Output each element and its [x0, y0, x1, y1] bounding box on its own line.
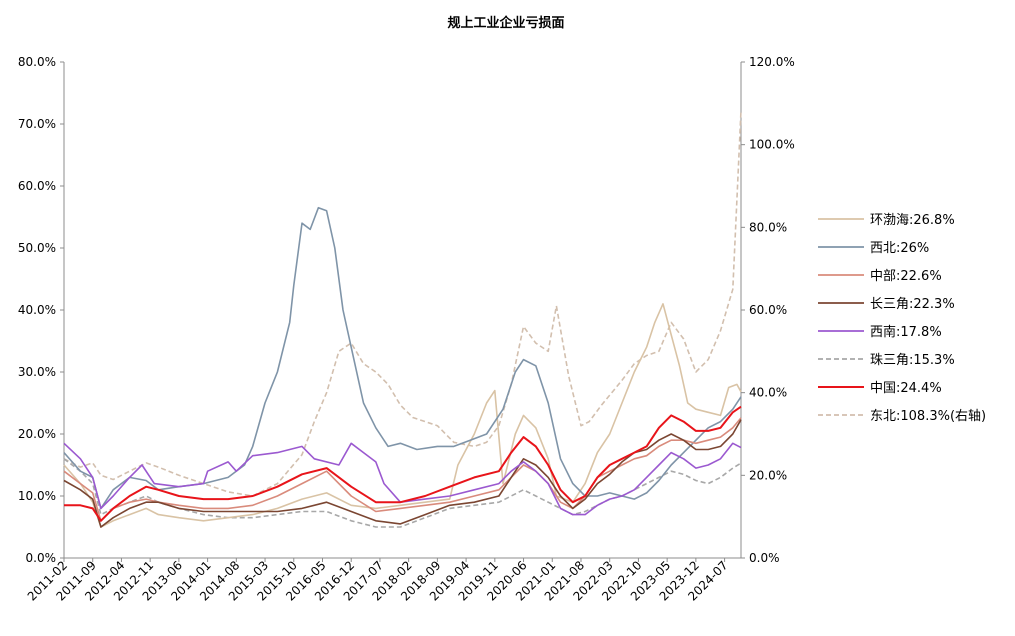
left-tick-label: 40.0%: [18, 303, 56, 317]
right-tick-label: 100.0%: [749, 138, 795, 152]
legend-label: 中国:24.4%: [870, 381, 942, 396]
series-line: [63, 110, 742, 497]
series-line: [63, 419, 742, 528]
left-tick-label: 60.0%: [18, 179, 56, 193]
left-tick-label: 80.0%: [18, 55, 56, 69]
left-tick-label: 0.0%: [26, 551, 57, 565]
right-tick-label: 0.0%: [749, 551, 780, 565]
right-tick-label: 80.0%: [749, 220, 787, 234]
series-line: [63, 206, 742, 510]
right-tick-label: 60.0%: [749, 303, 787, 317]
legend-label: 中部:22.6%: [870, 269, 942, 284]
left-tick-label: 70.0%: [18, 117, 56, 131]
legend-label: 珠三角:15.3%: [870, 353, 955, 368]
legend-label: 环渤海:26.8%: [870, 212, 955, 228]
left-tick-label: 10.0%: [18, 489, 56, 503]
legend-label: 东北:108.3%(右轴): [870, 409, 986, 424]
left-tick-label: 20.0%: [18, 427, 56, 441]
series-line: [63, 303, 742, 528]
right-tick-label: 40.0%: [749, 386, 787, 400]
series-lines: [63, 110, 742, 528]
legend-label: 西北:26%: [870, 241, 929, 256]
legend: 环渤海:26.8% 西北:26% 中部:22.6% 长三角:22.3% 西南:17.8%…: [818, 212, 986, 424]
left-tick-label: 50.0%: [18, 241, 56, 255]
series-line: [64, 405, 742, 522]
left-tick-label: 30.0%: [18, 365, 56, 379]
right-tick-label: 20.0%: [749, 468, 787, 482]
chart-title: 规上工业企业亏损面: [447, 15, 564, 31]
series-line: [63, 442, 742, 516]
right-tick-label: 120.0%: [749, 55, 795, 69]
legend-label: 长三角:22.3%: [870, 297, 955, 312]
legend-label: 西南:17.8%: [870, 324, 942, 340]
